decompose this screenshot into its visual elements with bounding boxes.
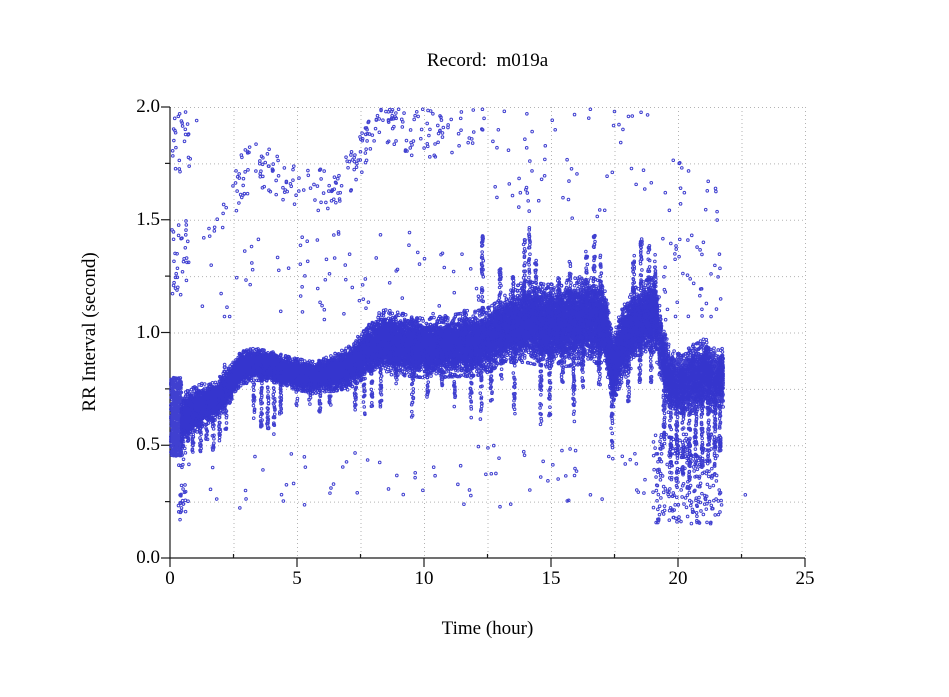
chart-title: Record: m019a <box>426 50 549 71</box>
x-tick-label: 10 <box>414 568 434 589</box>
y-tick-label: 1.0 <box>136 321 160 343</box>
y-axis-title: RR Interval (second) <box>79 252 100 412</box>
y-tick-label: 2.0 <box>136 96 160 117</box>
x-tick-label: 0 <box>165 568 175 589</box>
y-tick-label: 0.5 <box>136 434 160 456</box>
x-tick-label: 25 <box>795 568 815 589</box>
x-axis-title: Time (hour) <box>441 618 534 639</box>
y-tick-label: 0.0 <box>136 547 160 568</box>
x-tick-label: 15 <box>541 568 561 589</box>
x-tick-label: 5 <box>292 568 302 589</box>
y-tick-label: 1.5 <box>136 208 160 230</box>
x-tick-label: 20 <box>668 568 688 589</box>
